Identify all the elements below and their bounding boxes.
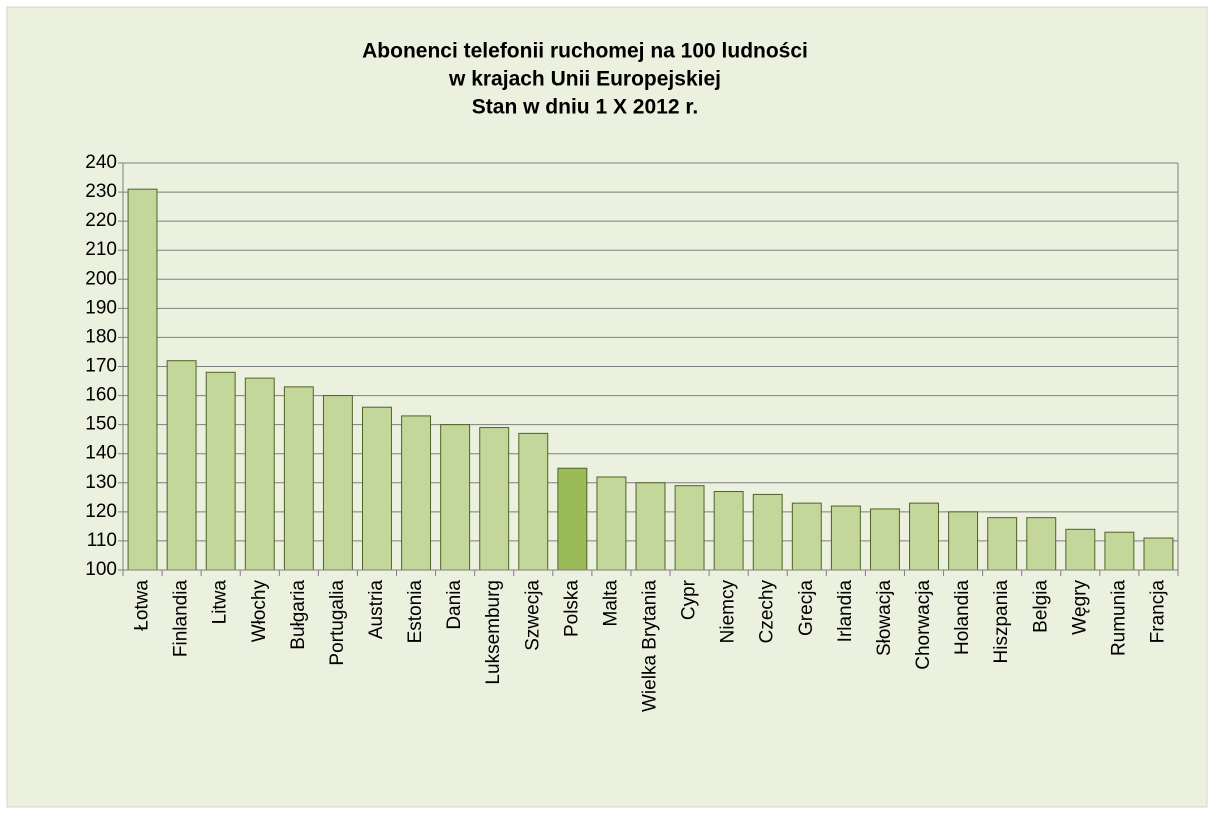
x-tick-label: Malta: [600, 580, 621, 627]
bar: [674, 485, 705, 571]
x-tick-label: Estonia: [405, 580, 426, 644]
y-tick-label: 120: [85, 501, 117, 522]
y-tick-label: 230: [85, 181, 117, 202]
bar: [283, 386, 314, 571]
bar: [791, 502, 822, 571]
x-tick-label: Wielka Brytania: [640, 580, 661, 712]
bar: [869, 508, 900, 571]
bar: [1104, 531, 1135, 571]
x-tick-label: Bułgaria: [288, 580, 309, 650]
x-tick-label: Węgry: [1069, 580, 1090, 635]
bar: [830, 505, 861, 571]
bar: [1065, 528, 1096, 571]
bar: [401, 415, 432, 571]
y-tick-label: 130: [85, 472, 117, 493]
x-tick-label: Rumunia: [1108, 580, 1129, 656]
bar: [635, 482, 666, 571]
bar: [362, 406, 392, 571]
x-tick-label: Grecja: [796, 580, 817, 636]
y-tick-label: 210: [85, 239, 117, 260]
x-tick-label: Słowacja: [874, 580, 895, 656]
bar: [205, 371, 236, 571]
x-tick-label: Cypr: [679, 579, 700, 620]
bar: [1143, 537, 1174, 571]
x-tick-label: Polska: [561, 580, 582, 637]
bar: [987, 517, 1018, 571]
y-tick-label: 110: [87, 530, 117, 551]
x-tick-label: Austria: [366, 580, 387, 640]
x-tick-label: Holandia: [952, 580, 973, 655]
x-tick-label: Chorwacja: [913, 580, 934, 670]
y-tick-label: 140: [85, 443, 117, 464]
y-tick-label: 190: [85, 297, 117, 318]
bar: [479, 427, 510, 571]
y-tick-label: 100: [85, 559, 117, 580]
y-tick-label: 200: [85, 268, 117, 289]
y-tick-label: 150: [85, 414, 117, 435]
bar: [713, 491, 744, 571]
x-tick-label: Hiszpania: [991, 580, 1012, 664]
chart-title: Abonenci telefonii ruchomej na 100 ludno…: [362, 40, 808, 63]
x-tick-label: Włochy: [249, 580, 270, 643]
bar: [440, 424, 471, 571]
x-tick-label: Francja: [1147, 580, 1168, 644]
x-tick-label: Portugalia: [327, 580, 348, 666]
x-tick-label: Czechy: [757, 580, 778, 644]
bar: [596, 476, 627, 571]
x-tick-label: Irlandia: [835, 580, 856, 643]
y-tick-label: 170: [85, 356, 117, 377]
bar: [948, 511, 979, 571]
x-tick-label: Litwa: [210, 580, 231, 625]
x-tick-label: Niemcy: [718, 580, 739, 644]
y-tick-label: 160: [85, 385, 117, 406]
bar: [909, 502, 939, 571]
x-tick-label: Dania: [444, 580, 465, 630]
bar: [244, 377, 275, 571]
bar: [166, 360, 197, 571]
x-tick-label: Luksemburg: [483, 580, 504, 685]
bar: [1026, 517, 1057, 571]
chart-title: Stan w dniu 1 X 2012 r.: [472, 96, 698, 119]
bar: [127, 188, 158, 571]
x-tick-label: Belgia: [1030, 580, 1051, 633]
bar: [518, 432, 549, 571]
bar: [322, 395, 353, 571]
y-tick-label: 180: [85, 326, 117, 347]
x-tick-label: Finlandia: [171, 580, 192, 658]
chart-title: w krajach Unii Europejskiej: [448, 68, 721, 91]
bar: [752, 493, 783, 571]
y-tick-label: 240: [85, 152, 117, 173]
x-tick-label: Szwecja: [522, 580, 543, 651]
x-tick-label: Łotwa: [132, 580, 153, 631]
bar: [557, 467, 588, 571]
y-tick-label: 220: [85, 210, 117, 231]
